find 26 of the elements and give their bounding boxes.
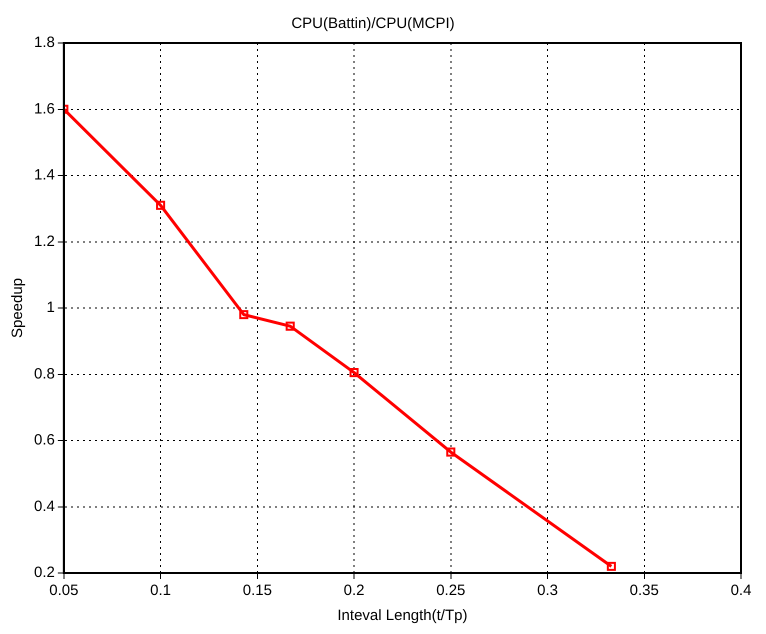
y-tick-label: 1 (46, 299, 55, 316)
x-axis-title: Inteval Length(t/Tp) (337, 607, 468, 624)
x-tick-label: 0.25 (436, 582, 466, 600)
x-tick-label: 0.3 (537, 582, 558, 600)
x-tick-label: 0.2 (344, 582, 364, 600)
x-tick-label: 0.05 (49, 582, 78, 600)
y-tick-label: 0.2 (34, 564, 55, 582)
y-tick-label: 0.4 (34, 498, 55, 515)
x-tick-label: 0.15 (242, 582, 272, 600)
y-tick-label: 1.4 (34, 166, 55, 184)
point (350, 368, 359, 378)
y-tick-label: 0.6 (34, 432, 55, 449)
y-tick-label: 0.8 (34, 365, 55, 382)
y-tick-label: 1.8 (34, 34, 55, 52)
point (286, 322, 295, 331)
chart-title: CPU(Battin)/CPU(MCPI) (291, 15, 455, 32)
point (239, 310, 248, 320)
x-tick-label: 0.4 (730, 582, 752, 600)
point (156, 200, 166, 210)
y-tick-label: 1.2 (34, 232, 55, 250)
y-axis-title: Speedup (9, 278, 26, 338)
x-tick-label: 0.35 (630, 582, 659, 600)
y-tick-label: 1.6 (34, 100, 55, 118)
point (446, 448, 456, 457)
point (606, 562, 616, 571)
x-tick-label: 0.1 (150, 582, 172, 600)
